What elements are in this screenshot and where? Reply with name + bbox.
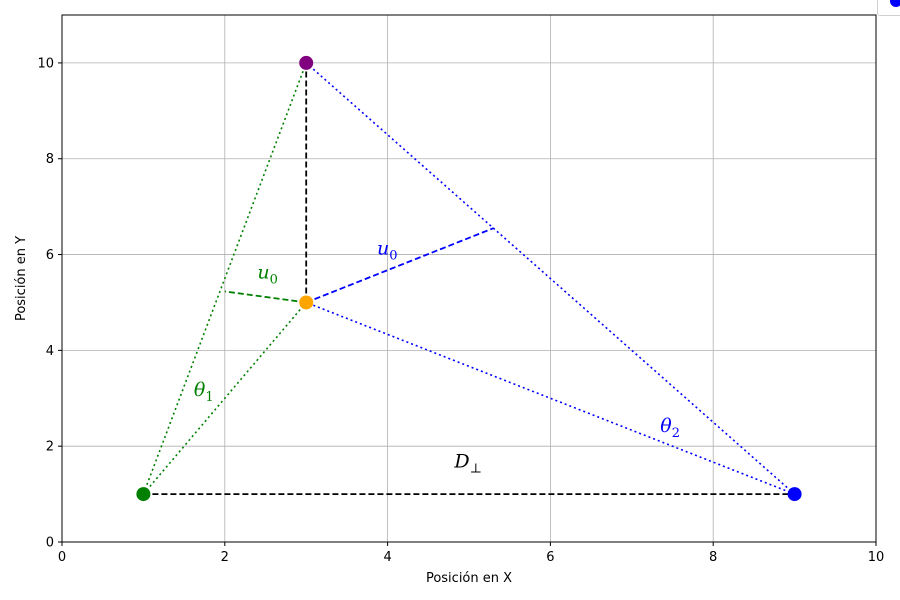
legend-marker-icon bbox=[890, 0, 900, 7]
legend bbox=[877, 0, 900, 16]
y-tick-label: 6 bbox=[46, 248, 54, 263]
annotation-label: u0 bbox=[257, 262, 278, 288]
x-tick-label: 0 bbox=[58, 550, 66, 565]
data-points bbox=[136, 55, 802, 502]
axis-ticks: 0 2 4 6 8 10 0 2 4 6 8 10 bbox=[37, 56, 884, 565]
annotations: u0 u0 θ1 θ2 D⊥ bbox=[194, 238, 680, 477]
y-tick-label: 8 bbox=[46, 152, 54, 167]
dotted-line bbox=[142, 301, 307, 495]
x-tick-label: 2 bbox=[221, 550, 229, 565]
annotation-label: θ2 bbox=[660, 415, 680, 441]
point-marker bbox=[299, 295, 314, 310]
y-tick-label: 2 bbox=[46, 440, 54, 455]
y-tick-label: 4 bbox=[46, 344, 54, 359]
x-tick-label: 4 bbox=[383, 550, 391, 565]
annotation-label: D⊥ bbox=[453, 451, 481, 477]
dotted-line bbox=[305, 62, 796, 495]
y-tick-label: 0 bbox=[46, 536, 54, 551]
x-axis-label: Posición en X bbox=[426, 571, 512, 586]
point-marker bbox=[136, 487, 151, 502]
x-tick-label: 8 bbox=[709, 550, 717, 565]
dashed-line bbox=[224, 290, 307, 304]
y-tick-label: 10 bbox=[37, 56, 54, 71]
plot-frame bbox=[61, 14, 877, 543]
annotation-label: u0 bbox=[377, 238, 398, 264]
point-marker bbox=[299, 55, 314, 70]
annotation-label: θ1 bbox=[194, 379, 214, 405]
x-tick-label: 10 bbox=[868, 550, 885, 565]
x-tick-label: 6 bbox=[546, 550, 554, 565]
chart-lines bbox=[142, 62, 796, 495]
dotted-line bbox=[142, 62, 307, 495]
point-marker bbox=[787, 487, 802, 502]
y-axis-label: Posición en Y bbox=[14, 236, 29, 321]
dashed-line bbox=[305, 227, 494, 304]
